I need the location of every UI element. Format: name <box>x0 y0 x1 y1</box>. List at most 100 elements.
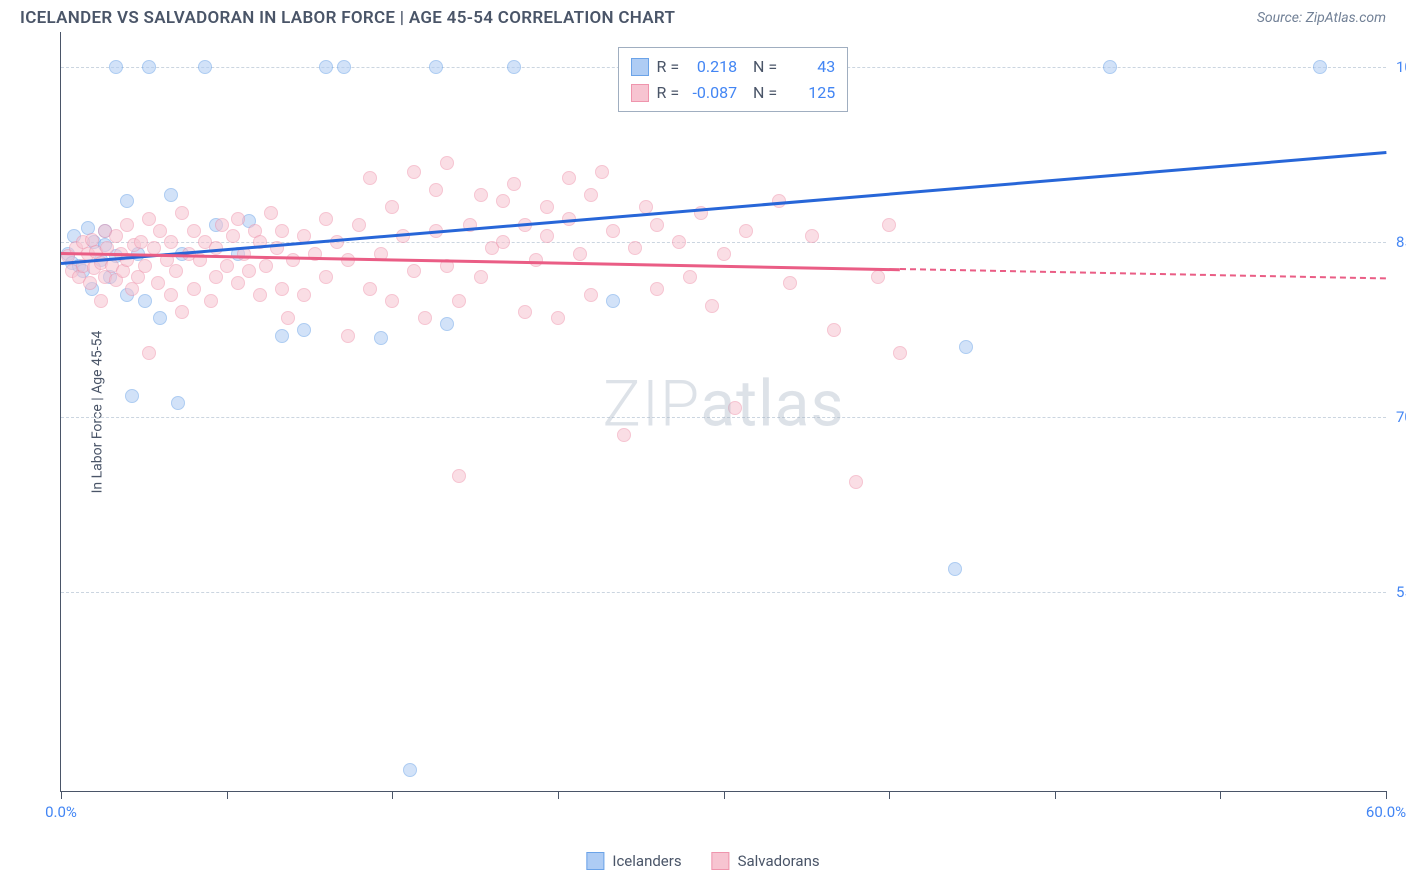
data-point <box>783 276 797 290</box>
data-point <box>138 259 152 273</box>
chart-title: ICELANDER VS SALVADORAN IN LABOR FORCE |… <box>20 8 675 28</box>
y-tick-label: 85.0% <box>1396 233 1406 251</box>
data-point <box>120 218 134 232</box>
data-point <box>595 165 609 179</box>
data-point <box>187 224 201 238</box>
data-point <box>226 229 240 243</box>
legend-n-label: N = <box>745 54 777 80</box>
legend-item: Icelanders <box>586 852 681 870</box>
data-point <box>507 60 521 74</box>
data-point <box>672 235 686 249</box>
y-tick-label: 100.0% <box>1396 58 1406 76</box>
legend-n-value: 43 <box>785 54 835 80</box>
data-point <box>617 428 631 442</box>
data-point <box>275 282 289 296</box>
data-point <box>209 270 223 284</box>
legend-series-name: Icelanders <box>612 852 681 870</box>
data-point <box>1313 60 1327 74</box>
data-point <box>142 346 156 360</box>
data-point <box>231 212 245 226</box>
data-point <box>164 288 178 302</box>
data-point <box>407 165 421 179</box>
data-point <box>281 311 295 325</box>
data-point <box>440 156 454 170</box>
data-point <box>341 329 355 343</box>
data-point <box>109 60 123 74</box>
x-tick <box>392 791 393 799</box>
data-point <box>171 396 185 410</box>
x-tick-label: 0.0% <box>45 803 77 821</box>
data-point <box>215 218 229 232</box>
data-point <box>385 294 399 308</box>
data-point <box>297 323 311 337</box>
data-point <box>330 235 344 249</box>
data-point <box>1103 60 1117 74</box>
data-point <box>175 305 189 319</box>
stats-legend: R =0.218 N =43R =-0.087 N =125 <box>618 47 849 112</box>
x-tick <box>61 791 62 799</box>
data-point <box>573 247 587 261</box>
data-point <box>606 294 620 308</box>
data-point <box>440 317 454 331</box>
legend-swatch <box>712 852 730 870</box>
data-point <box>827 323 841 337</box>
data-point <box>374 331 388 345</box>
legend-r-label: R = <box>657 54 680 80</box>
x-tick <box>227 791 228 799</box>
data-point <box>125 389 139 403</box>
data-point <box>474 188 488 202</box>
data-point <box>169 264 183 278</box>
x-tick <box>1055 791 1056 799</box>
data-point <box>319 270 333 284</box>
chart-area: In Labor Force | Age 45-54 55.0%70.0%85.… <box>60 32 1386 792</box>
data-point <box>142 60 156 74</box>
legend-row: R =-0.087 N =125 <box>631 80 836 106</box>
data-point <box>871 270 885 284</box>
data-point <box>882 218 896 232</box>
data-point <box>198 60 212 74</box>
plot-area: 55.0%70.0%85.0%100.0%0.0%60.0% <box>61 32 1386 791</box>
data-point <box>153 311 167 325</box>
legend-r-label: R = <box>657 80 680 106</box>
gridline <box>61 592 1386 593</box>
data-point <box>175 206 189 220</box>
data-point <box>242 264 256 278</box>
legend-swatch <box>631 84 649 102</box>
data-point <box>109 229 123 243</box>
y-tick-label: 70.0% <box>1396 408 1406 426</box>
data-point <box>363 282 377 296</box>
data-point <box>187 282 201 296</box>
data-point <box>319 212 333 226</box>
data-point <box>606 224 620 238</box>
data-point <box>403 763 417 777</box>
x-tick <box>1386 791 1387 799</box>
legend-r-value: -0.087 <box>687 80 737 106</box>
data-point <box>396 229 410 243</box>
trend-line <box>900 268 1386 279</box>
data-point <box>231 276 245 290</box>
x-tick <box>1220 791 1221 799</box>
data-point <box>429 60 443 74</box>
legend-series-name: Salvadorans <box>738 852 820 870</box>
data-point <box>297 288 311 302</box>
data-point <box>474 270 488 284</box>
data-point <box>220 259 234 273</box>
data-point <box>728 401 742 415</box>
data-point <box>319 60 333 74</box>
data-point <box>385 200 399 214</box>
data-point <box>717 247 731 261</box>
data-point <box>363 171 377 185</box>
data-point <box>496 194 510 208</box>
data-point <box>264 206 278 220</box>
data-point <box>352 218 366 232</box>
data-point <box>407 264 421 278</box>
data-point <box>507 177 521 191</box>
legend-r-value: 0.218 <box>687 54 737 80</box>
data-point <box>134 235 148 249</box>
data-point <box>275 329 289 343</box>
data-point <box>204 294 218 308</box>
x-tick <box>889 791 890 799</box>
data-point <box>562 171 576 185</box>
data-point <box>739 224 753 238</box>
data-point <box>120 194 134 208</box>
